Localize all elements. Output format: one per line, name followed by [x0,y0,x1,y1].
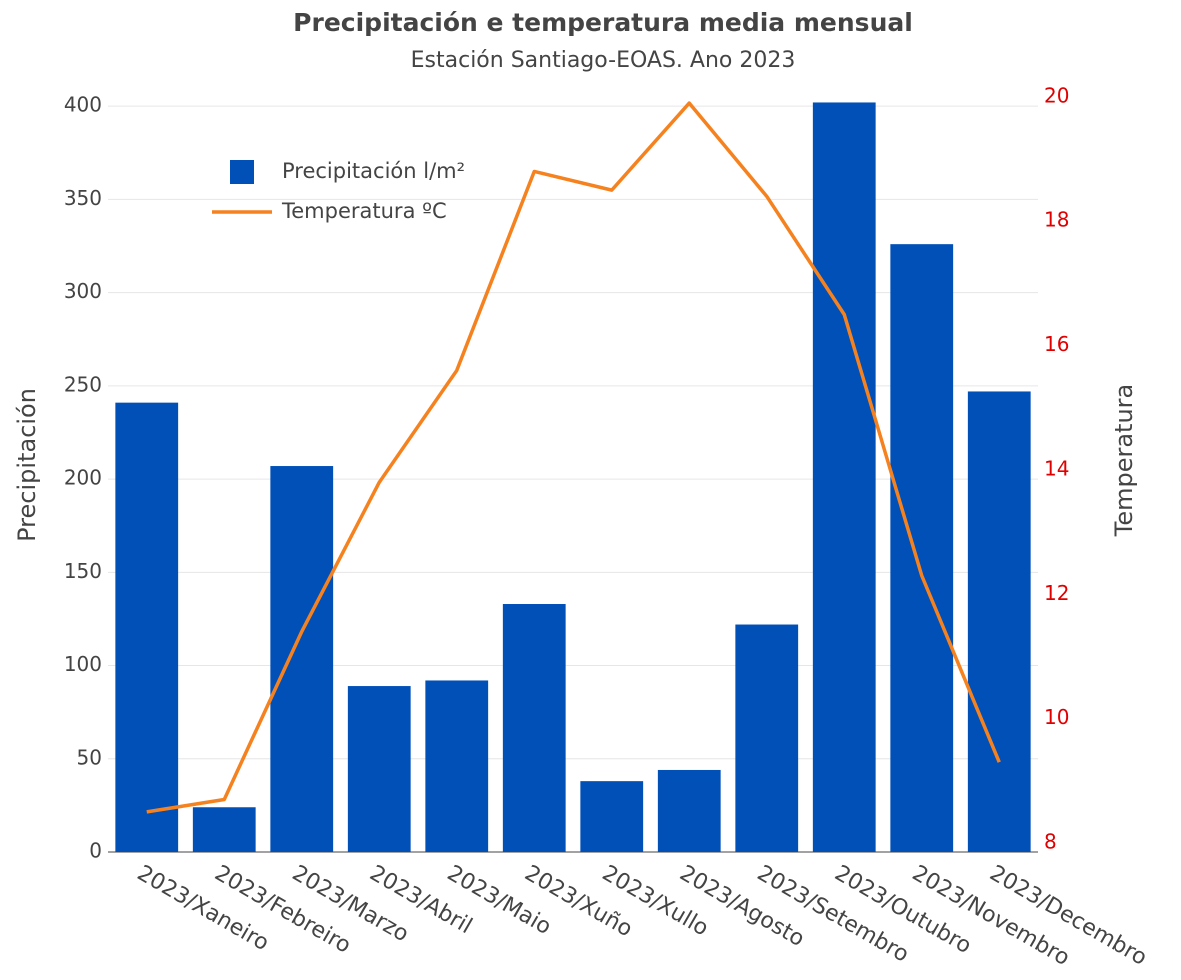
line [146,101,1001,814]
y-tick-label: 200 [64,466,102,490]
bar [347,686,411,852]
y-axis-label: Precipitación [13,388,41,542]
bar [812,102,876,852]
y2-tick-label: 8 [1044,829,1057,853]
y2-tick-label: 14 [1044,456,1069,480]
bar [502,604,566,852]
bar [735,624,799,852]
y2-tick-label: 16 [1044,332,1069,356]
bar [890,244,954,852]
chart-subtitle: Estación Santiago-EOAS. Ano 2023 [411,48,796,73]
bar [270,466,334,852]
y-tick-label: 0 [89,839,102,863]
y-tick-label: 350 [64,186,102,210]
x-tick-label: 2023/Xaneiro [133,861,273,956]
y-tick-label: 100 [64,652,102,676]
y-tick-label: 150 [64,559,102,583]
bar [115,402,179,852]
y2-axis-label: Temperatura [1110,384,1138,538]
y-tick-label: 300 [64,279,102,303]
y-tick-label: 400 [64,93,102,117]
bar [425,680,489,852]
y2-tick-label: 12 [1044,581,1069,605]
y2-tick-label: 18 [1044,208,1069,232]
y-tick-label: 50 [77,745,102,769]
legend-swatch [230,160,254,184]
bar [967,391,1031,852]
chart-title: Precipitación e temperatura media mensua… [293,8,913,37]
bar [192,807,256,852]
y2-tick-label: 20 [1044,83,1069,107]
y-tick-label: 250 [64,372,102,396]
bar [657,769,721,852]
y2-tick-label: 10 [1044,705,1069,729]
legend-label: Temperatura ºC [281,199,447,223]
bar [580,781,644,852]
legend-label: Precipitación l/m² [282,159,465,183]
